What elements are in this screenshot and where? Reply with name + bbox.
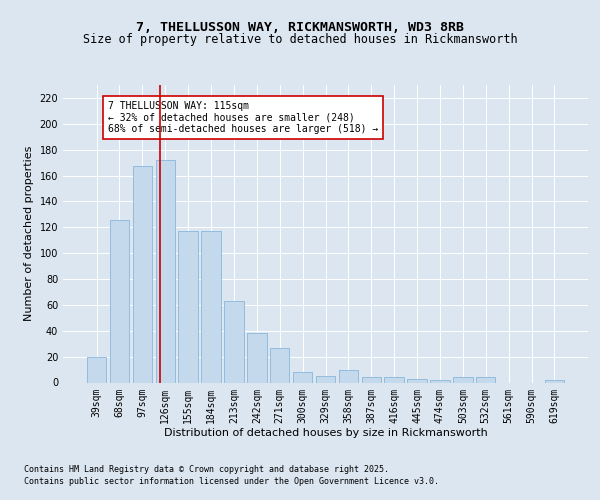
Bar [385,378,404,382]
Bar [247,334,266,382]
Bar [224,301,244,382]
Bar [430,380,449,382]
Text: Contains public sector information licensed under the Open Government Licence v3: Contains public sector information licen… [24,478,439,486]
Bar [545,380,564,382]
Y-axis label: Number of detached properties: Number of detached properties [24,146,34,322]
Bar [293,372,313,382]
Text: 7 THELLUSSON WAY: 115sqm
← 32% of detached houses are smaller (248)
68% of semi-: 7 THELLUSSON WAY: 115sqm ← 32% of detach… [108,100,378,134]
Bar [202,231,221,382]
Bar [476,378,496,382]
Bar [338,370,358,382]
Bar [155,160,175,382]
X-axis label: Distribution of detached houses by size in Rickmansworth: Distribution of detached houses by size … [164,428,487,438]
Bar [133,166,152,382]
Bar [178,231,198,382]
Text: Contains HM Land Registry data © Crown copyright and database right 2025.: Contains HM Land Registry data © Crown c… [24,466,389,474]
Text: 7, THELLUSSON WAY, RICKMANSWORTH, WD3 8RB: 7, THELLUSSON WAY, RICKMANSWORTH, WD3 8R… [136,21,464,34]
Bar [316,376,335,382]
Bar [362,378,381,382]
Bar [87,356,106,382]
Bar [407,378,427,382]
Text: Size of property relative to detached houses in Rickmansworth: Size of property relative to detached ho… [83,32,517,46]
Bar [453,378,473,382]
Bar [270,348,289,382]
Bar [110,220,129,382]
